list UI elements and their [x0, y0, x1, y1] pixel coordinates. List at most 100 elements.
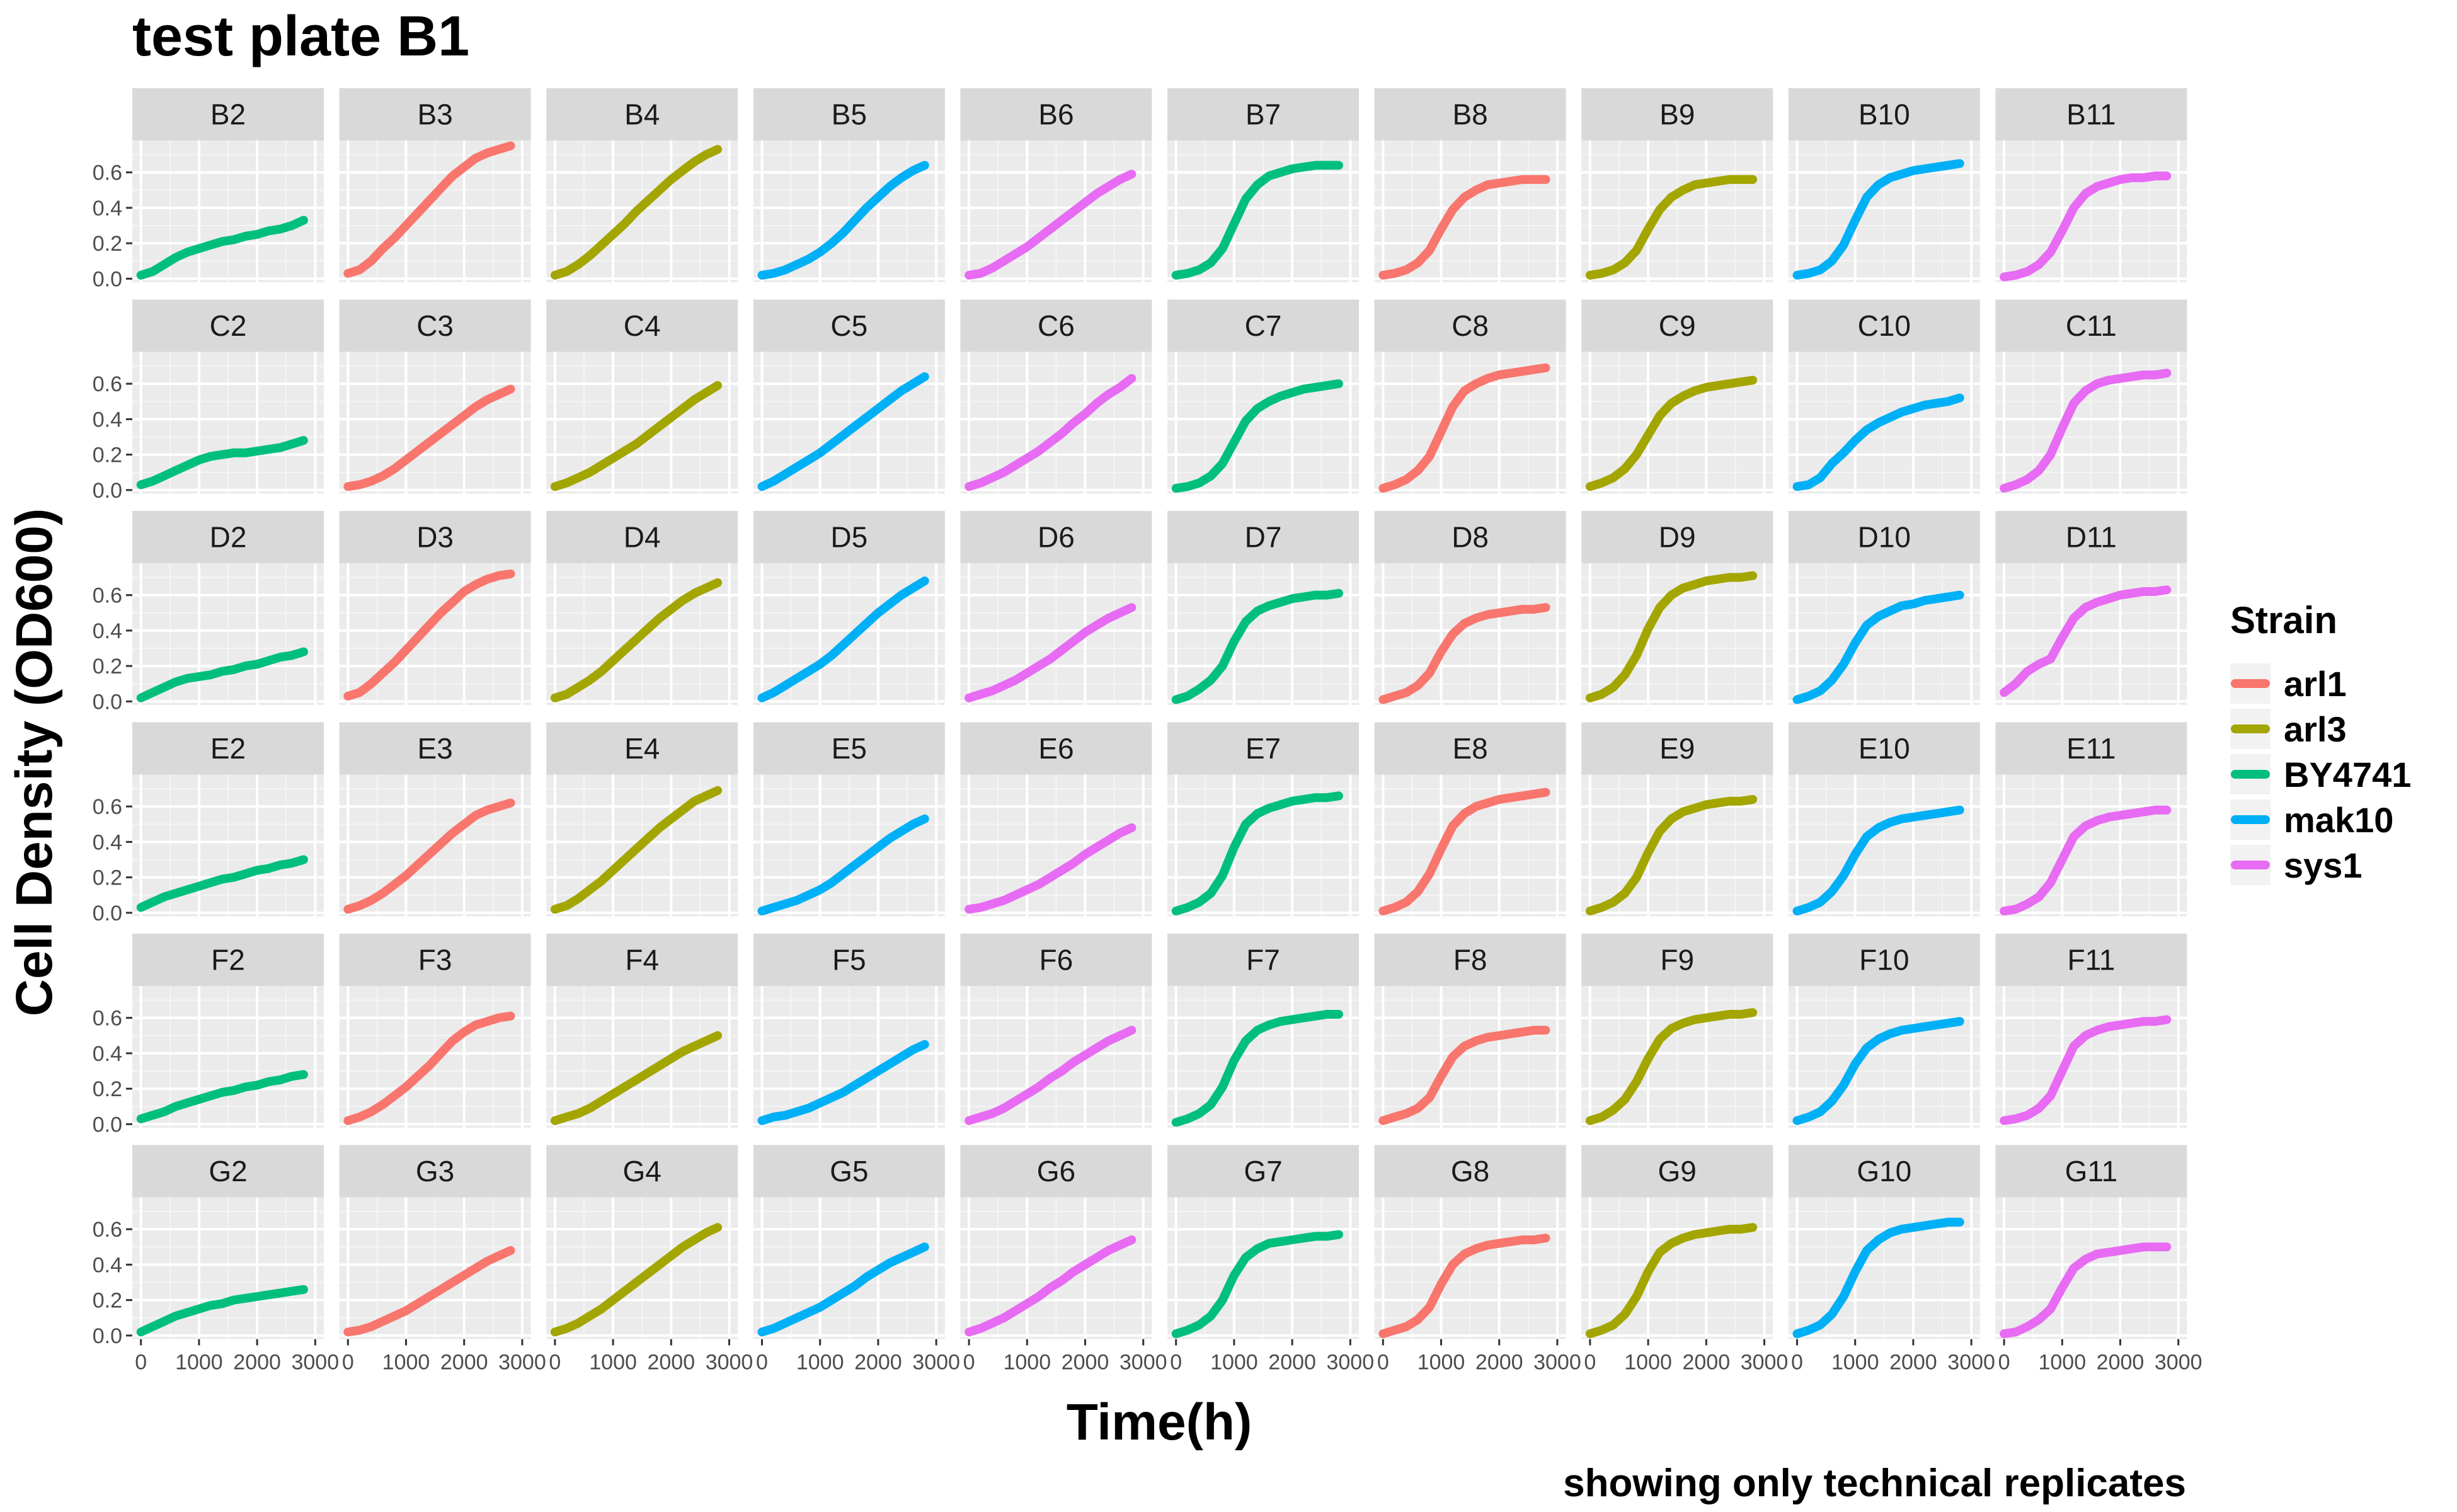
x-tick-label: 0	[1998, 1351, 2010, 1375]
growth-curve-F8	[1378, 1026, 1550, 1125]
growth-curve-C5	[757, 372, 929, 491]
x-tick-label: 3000	[912, 1351, 960, 1375]
growth-curve-G10	[1792, 1217, 1964, 1339]
x-tick-label: 3000	[1533, 1351, 1581, 1375]
facet-strip-label: B6	[1038, 98, 1074, 131]
facet-strip-label: E2	[210, 732, 246, 765]
legend-entry-BY4741: BY4741	[2230, 754, 2411, 794]
facet-strip	[1374, 88, 1566, 140]
facet-panel-G3: G3 0 1000 2000 3000	[339, 1145, 546, 1375]
facet-strip	[1581, 722, 1773, 775]
facet-strip-label: D10	[1858, 521, 1911, 554]
facet-panel-G2: G2 0.0 0.2 0.4 0.6 0 1000 2000 3000	[93, 1145, 339, 1375]
facet-strip	[339, 511, 531, 563]
facet-strip	[132, 88, 324, 140]
facet-strip-label: B2	[210, 98, 246, 131]
facet-strip-label: D5	[830, 521, 868, 554]
facet-strip	[1167, 934, 1359, 986]
legend-entry-sys1: sys1	[2230, 845, 2362, 885]
chart-caption: showing only technical replicates	[1563, 1462, 2186, 1505]
x-tick-label: 0	[756, 1351, 768, 1375]
x-tick-label: 3000	[706, 1351, 753, 1375]
x-tick-label: 2000	[2097, 1351, 2145, 1375]
y-tick-label: 0.0	[93, 1113, 122, 1137]
legend-label: arl3	[2284, 709, 2347, 749]
facet-panel-F11: F11	[1995, 934, 2187, 1128]
facet-panel-B10: B10	[1788, 88, 1980, 282]
facet-panel-E5: E5	[753, 722, 945, 917]
y-tick-label: 0.2	[93, 866, 122, 890]
facet-strip-label: G2	[209, 1155, 247, 1188]
y-tick-label: 0.4	[93, 1253, 122, 1277]
facet-strip	[1167, 1145, 1359, 1198]
growth-curve-E8	[1378, 788, 1550, 916]
x-tick-label: 1000	[1418, 1351, 1465, 1375]
facet-panel-C7: C7	[1167, 299, 1359, 494]
x-tick-label: 1000	[1831, 1351, 1879, 1375]
facet-panel-G4: G4 0 1000 2000 3000	[546, 1145, 753, 1375]
growth-curve-D9	[1585, 571, 1758, 702]
facet-strip	[1374, 1145, 1566, 1198]
facet-strip-label: D6	[1038, 521, 1075, 554]
facet-strip	[1167, 88, 1359, 140]
facet-strip	[339, 1145, 531, 1198]
facet-strip-label: E3	[417, 732, 452, 765]
x-tick-label: 1000	[1003, 1351, 1051, 1375]
growth-curve-G11	[2000, 1242, 2172, 1339]
facet-panel-E4: E4	[546, 722, 738, 917]
facet-strip-label: G5	[830, 1155, 868, 1188]
facet-strip	[1995, 934, 2187, 986]
y-tick-label: 0.6	[93, 1218, 122, 1242]
growth-curve-D3	[343, 569, 515, 701]
growth-curve-F5	[757, 1040, 929, 1125]
facet-strip	[132, 722, 324, 775]
facet-strip-label: F4	[625, 944, 659, 976]
y-axis-label: Cell Density (OD600)	[6, 508, 63, 1017]
facet-strip	[1374, 511, 1566, 563]
y-tick-label: 0.6	[93, 372, 122, 396]
x-tick-label: 1000	[1624, 1351, 1672, 1375]
facet-strip	[1581, 934, 1773, 986]
facet-panel-F10: F10	[1788, 934, 1980, 1128]
facet-strip-label: C2	[210, 309, 247, 342]
facet-panel-C3: C3	[339, 299, 531, 494]
facet-panel-F4: F4	[546, 934, 738, 1128]
x-tick-label: 0	[342, 1351, 354, 1375]
facet-strip-label: G4	[623, 1155, 662, 1188]
facet-panel-E10: E10	[1788, 722, 1980, 917]
growth-curve-F4	[550, 1031, 723, 1125]
facet-strip-label: E6	[1038, 732, 1074, 765]
facet-strip	[753, 511, 945, 563]
facet-panel-C5: C5	[753, 299, 945, 494]
growth-curve-B5	[757, 161, 929, 280]
x-tick-label: 0	[1170, 1351, 1182, 1375]
facet-strip-label: C7	[1245, 309, 1282, 342]
facet-strip-label: G11	[2065, 1155, 2118, 1188]
growth-curve-B3	[343, 141, 515, 278]
facet-panel-G9: G9 0 1000 2000 3000	[1581, 1145, 1788, 1375]
facet-strip-label: F7	[1246, 944, 1280, 976]
legend-label: BY4741	[2284, 755, 2411, 794]
facet-strip	[1167, 299, 1359, 352]
x-tick-label: 2000	[854, 1351, 902, 1375]
y-tick-label: 0.0	[93, 902, 122, 925]
facet-strip-label: G6	[1037, 1155, 1075, 1188]
facet-strip	[960, 722, 1152, 775]
facet-panel-D8: D8	[1374, 511, 1566, 705]
facet-panel-B11: B11	[1995, 88, 2187, 282]
growth-curve-B8	[1378, 175, 1550, 280]
x-tick-label: 2000	[1062, 1351, 1109, 1375]
growth-curve-C11	[2000, 369, 2172, 493]
growth-curve-B2	[136, 215, 308, 280]
growth-curve-B11	[2000, 171, 2172, 282]
x-tick-label: 2000	[1475, 1351, 1523, 1375]
y-tick-label: 0.2	[93, 1077, 122, 1101]
growth-curve-F11	[2000, 1015, 2172, 1125]
facet-strip-label: B11	[2066, 98, 2116, 131]
facet-strip-label: D8	[1452, 521, 1489, 554]
facet-strip	[132, 934, 324, 986]
facet-strip	[1995, 1145, 2187, 1198]
facet-panel-C10: C10	[1788, 299, 1980, 494]
facet-strip-label: C9	[1659, 309, 1696, 342]
